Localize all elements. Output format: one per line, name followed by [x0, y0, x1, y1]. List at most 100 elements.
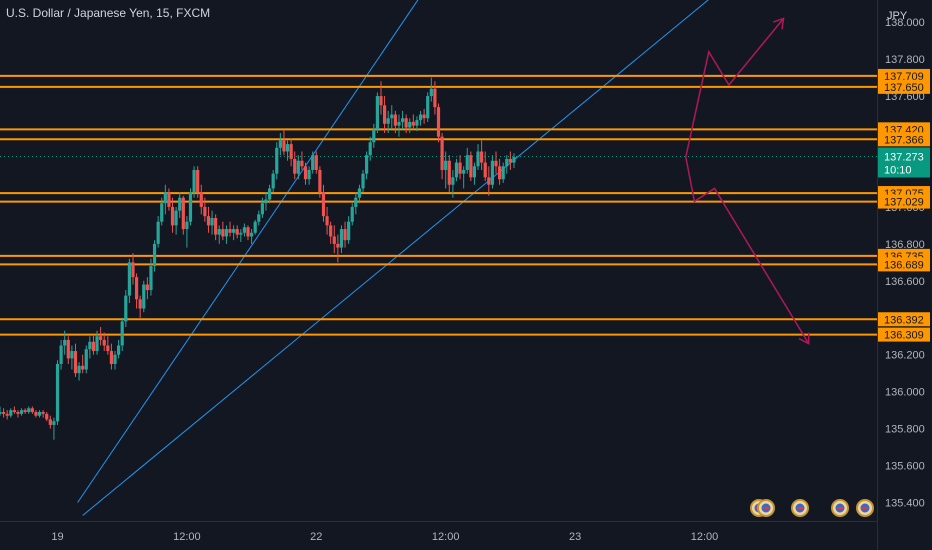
candle-body: [127, 262, 131, 296]
candle-body: [418, 114, 423, 121]
projection-path[interactable]: [685, 17, 785, 158]
y-tick-label: 136.000: [885, 387, 925, 399]
candle-body: [422, 114, 426, 119]
candle-body: [41, 411, 45, 414]
chart-title: U.S. Dollar / Japanese Yen, 15, FXCM: [6, 6, 211, 20]
candle-body: [163, 192, 167, 204]
candle-body: [99, 336, 103, 340]
candle-body: [160, 203, 164, 222]
candle-body: [178, 197, 182, 211]
event-icons[interactable]: [750, 499, 874, 517]
candle-body: [451, 177, 455, 185]
level-price-label: 136.392: [884, 314, 924, 326]
candle-body: [30, 408, 34, 412]
candle-body: [329, 225, 333, 237]
candle-body: [260, 203, 264, 215]
candle-body: [447, 160, 451, 185]
event-flag-icon[interactable]: [757, 499, 775, 517]
event-flag-icon[interactable]: [831, 499, 849, 517]
candle-body: [214, 218, 218, 235]
candle-body: [131, 262, 135, 278]
event-flag-icon[interactable]: [856, 499, 874, 517]
candle-body: [81, 365, 85, 370]
y-tick-label: 136.800: [885, 239, 925, 251]
candle-body: [390, 114, 394, 119]
projection-arrowhead: [798, 332, 810, 345]
y-tick-label: 135.400: [885, 498, 925, 510]
candle-body: [357, 188, 362, 198]
candle-body: [73, 351, 78, 374]
candle-body: [426, 96, 430, 119]
x-tick-label: 12:00: [173, 531, 201, 543]
candle-body: [429, 88, 433, 97]
candle-body: [386, 118, 390, 124]
y-tick-label: 135.600: [885, 461, 925, 473]
candle-body: [314, 155, 318, 170]
candle-body: [483, 162, 487, 178]
candle-body: [192, 169, 196, 193]
candle-body: [285, 144, 290, 152]
candle-body: [508, 158, 512, 163]
candle-body: [203, 206, 207, 217]
candle-body: [379, 96, 383, 106]
candle-body: [372, 129, 376, 143]
candle-body: [109, 351, 114, 364]
candle-body: [181, 197, 185, 230]
candle-body: [382, 105, 387, 124]
projection-path[interactable]: [685, 156, 810, 345]
candle-body: [16, 411, 20, 414]
y-tick-label: 136.200: [885, 350, 925, 362]
candle-body: [95, 336, 99, 352]
candle-body: [12, 410, 16, 412]
channel-trendline[interactable]: [82, 0, 726, 516]
candle-body: [257, 214, 261, 222]
candle-body: [221, 229, 225, 237]
candle-body: [498, 166, 502, 180]
level-price-tag: [878, 194, 930, 209]
candle-body: [66, 339, 70, 359]
x-tick-label: 23: [569, 531, 581, 543]
candle-body: [462, 169, 466, 174]
candle-body: [188, 192, 193, 222]
candle-body: [55, 363, 60, 422]
candle-body: [199, 192, 203, 207]
candle-body: [88, 341, 92, 350]
candle-body: [289, 144, 293, 159]
candle-body: [271, 173, 275, 189]
candle-body: [102, 339, 106, 346]
level-price-tag: [878, 257, 930, 272]
level-price-tag: [878, 68, 930, 83]
candle-body: [134, 277, 139, 300]
x-tick-label: 22: [310, 531, 322, 543]
candle-body: [152, 243, 157, 267]
candle-body: [5, 413, 9, 416]
candle-body: [325, 216, 329, 226]
level-price-label: 136.309: [884, 330, 924, 342]
candle-body: [19, 410, 24, 414]
candle-body: [1, 411, 6, 414]
candle-body: [185, 221, 189, 230]
event-flag-icon[interactable]: [791, 499, 809, 517]
candle-body: [490, 160, 495, 185]
candle-body: [113, 354, 117, 364]
candle-body: [149, 266, 153, 291]
level-price-tag: [878, 312, 930, 327]
candle-body: [350, 206, 354, 222]
candle-body: [469, 155, 473, 178]
candle-body: [361, 173, 365, 189]
candle-body: [224, 229, 229, 237]
candle-body: [311, 155, 315, 170]
candle-body: [174, 210, 178, 226]
channel-trendline[interactable]: [77, 0, 453, 503]
candle-body: [321, 192, 326, 217]
current-price-label: 137.273: [884, 151, 924, 163]
candle-body: [343, 229, 347, 241]
y-tick-label: 138.000: [885, 17, 925, 29]
x-tick-label: 19: [51, 531, 63, 543]
projection-arrowhead: [772, 17, 785, 30]
candle-body: [34, 411, 38, 416]
candle-body: [433, 88, 437, 108]
candle-body: [487, 177, 491, 185]
candle-body: [472, 166, 477, 178]
